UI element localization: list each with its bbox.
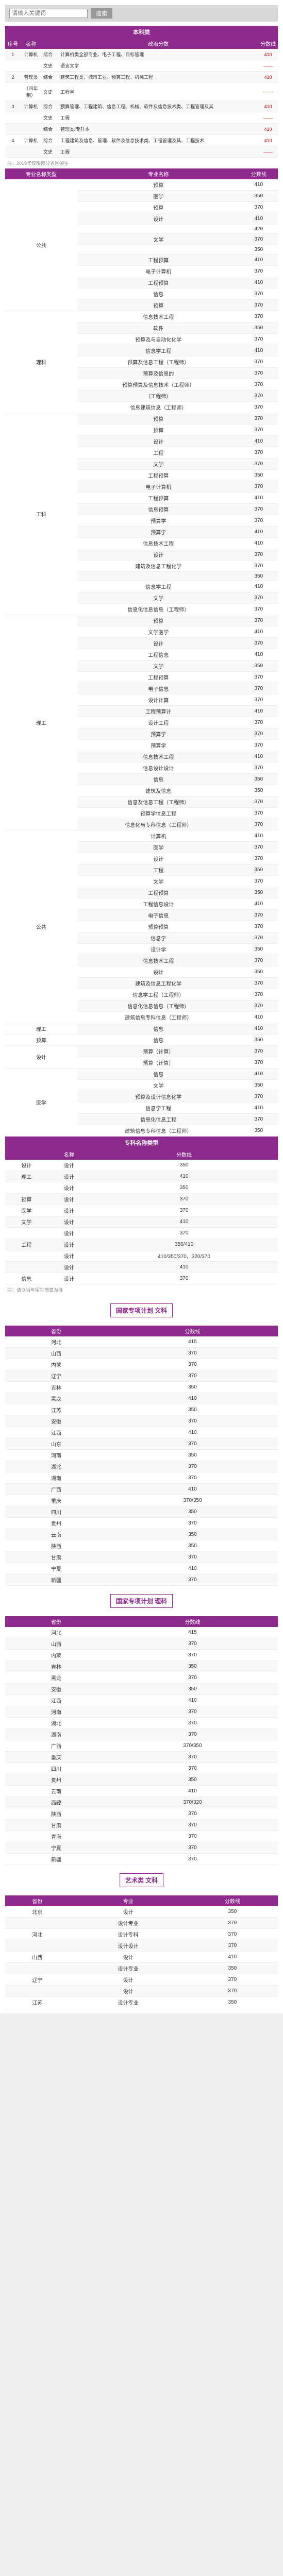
g3-title: 艺术类 文科 xyxy=(120,1873,163,1887)
bk-note: 注：2019年仅限部分省区招生 xyxy=(5,158,278,168)
yz-note: 注：请以当年招生简章为准 xyxy=(5,1284,278,1295)
search-input[interactable] xyxy=(9,9,88,18)
g3-table: 省份专业分数线北京设计350设计专业370河北设计专科370设计设计370山西设… xyxy=(5,1895,278,2008)
major-table: 专业名称类型专业名称分数线 公共预算410医学350预算370设计410420文… xyxy=(5,168,278,1137)
g2-table: 省份分数线河北415山西370内蒙370吉林350黑龙370安徽350江西410… xyxy=(5,1616,278,1865)
bk-table: 序号名称政治分数分数线1计算机综合计算机类全部专业、电子工程、目标管理410文史… xyxy=(5,38,278,158)
yz-title: 专科名称类型 xyxy=(5,1137,278,1149)
g1-title: 国家专项计划 文科 xyxy=(110,1303,173,1317)
g2-title: 国家专项计划 理科 xyxy=(110,1594,173,1608)
yz-table: 名称分数线 设计设计350理工设计410设计350预算设计370医学设计370文… xyxy=(5,1149,278,1284)
search-bar: 搜索 xyxy=(5,5,278,22)
g1-table: 省份分数线河北415山西370内蒙370辽宁370吉林350黑龙410江苏350… xyxy=(5,1326,278,1586)
bk-section-title: 本科类 xyxy=(5,26,278,38)
search-button[interactable]: 搜索 xyxy=(91,8,112,19)
